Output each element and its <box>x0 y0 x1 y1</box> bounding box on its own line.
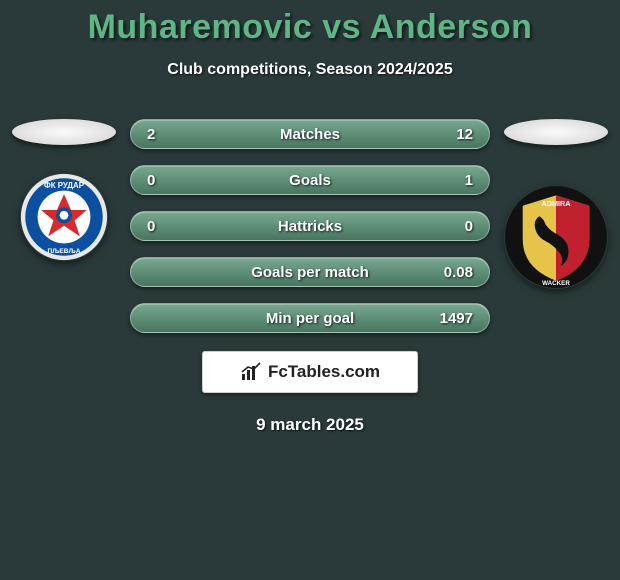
svg-text:ADMIRA: ADMIRA <box>541 199 571 208</box>
stat-left-value: 2 <box>147 126 187 143</box>
stat-row-min-per-goal: Min per goal 1497 <box>130 303 490 333</box>
stat-row-hattricks: 0 Hattricks 0 <box>130 211 490 241</box>
stat-right-value: 0 <box>433 218 473 235</box>
svg-text:ПЉЕВЉА: ПЉЕВЉА <box>47 248 80 255</box>
brand-text: FcTables.com <box>268 362 380 382</box>
stat-right-value: 0.08 <box>433 264 473 281</box>
stat-right-value: 12 <box>433 126 473 143</box>
stat-label: Hattricks <box>278 218 342 235</box>
stat-left-value: 0 <box>147 172 187 189</box>
left-column: ФК РУДАР ПЉЕВЉА <box>8 119 120 261</box>
stat-label: Min per goal <box>266 310 354 327</box>
club-badge-left-icon: ФК РУДАР ПЉЕВЉА <box>20 173 108 261</box>
stat-label: Goals per match <box>251 264 369 281</box>
svg-text:ФК РУДАР: ФК РУДАР <box>44 181 84 190</box>
stat-right-value: 1 <box>433 172 473 189</box>
page-title: Muharemovic vs Anderson <box>0 8 620 47</box>
right-column: ADMIRA WACKER <box>500 119 612 289</box>
infographic-container: Muharemovic vs Anderson Club competition… <box>0 0 620 435</box>
player-left-silhouette <box>12 119 116 145</box>
brand-box: FcTables.com <box>202 351 418 393</box>
stat-row-matches: 2 Matches 12 <box>130 119 490 149</box>
subtitle: Club competitions, Season 2024/2025 <box>0 61 620 79</box>
stat-label: Matches <box>280 126 340 143</box>
stat-row-goals-per-match: Goals per match 0.08 <box>130 257 490 287</box>
date-text: 9 march 2025 <box>0 415 620 435</box>
stat-label: Goals <box>289 172 331 189</box>
chart-icon <box>240 362 264 382</box>
stat-row-goals: 0 Goals 1 <box>130 165 490 195</box>
stats-column: 2 Matches 12 0 Goals 1 0 Hattricks 0 Goa… <box>130 119 490 333</box>
svg-text:WACKER: WACKER <box>542 280 570 287</box>
player-right-silhouette <box>504 119 608 145</box>
main-row: ФК РУДАР ПЉЕВЉА 2 Matches 12 0 Goals 1 0… <box>0 119 620 333</box>
stat-right-value: 1497 <box>433 310 473 327</box>
club-badge-right-icon: ADMIRA WACKER <box>504 185 608 289</box>
stat-left-value: 0 <box>147 218 187 235</box>
